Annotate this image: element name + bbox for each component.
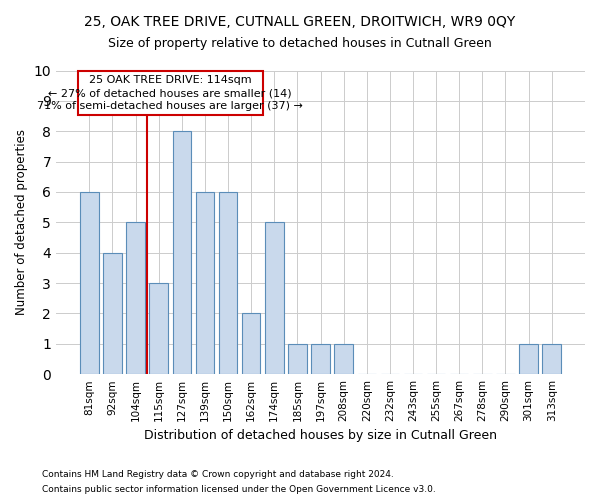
FancyBboxPatch shape — [78, 70, 263, 115]
Bar — [520, 344, 538, 374]
X-axis label: Distribution of detached houses by size in Cutnall Green: Distribution of detached houses by size … — [144, 430, 497, 442]
Bar — [80, 192, 98, 374]
Text: 71% of semi-detached houses are larger (37) →: 71% of semi-detached houses are larger (… — [37, 101, 303, 111]
Bar — [103, 252, 122, 374]
Text: Size of property relative to detached houses in Cutnall Green: Size of property relative to detached ho… — [108, 38, 492, 51]
Bar — [127, 222, 145, 374]
Bar — [196, 192, 214, 374]
Text: 25 OAK TREE DRIVE: 114sqm: 25 OAK TREE DRIVE: 114sqm — [89, 75, 251, 85]
Text: Contains public sector information licensed under the Open Government Licence v3: Contains public sector information licen… — [42, 485, 436, 494]
Bar — [311, 344, 330, 374]
Text: Contains HM Land Registry data © Crown copyright and database right 2024.: Contains HM Land Registry data © Crown c… — [42, 470, 394, 479]
Text: ← 27% of detached houses are smaller (14): ← 27% of detached houses are smaller (14… — [49, 88, 292, 99]
Bar — [242, 314, 260, 374]
Bar — [149, 283, 168, 374]
Bar — [219, 192, 237, 374]
Bar — [288, 344, 307, 374]
Text: 25, OAK TREE DRIVE, CUTNALL GREEN, DROITWICH, WR9 0QY: 25, OAK TREE DRIVE, CUTNALL GREEN, DROIT… — [85, 15, 515, 29]
Bar — [173, 131, 191, 374]
Bar — [542, 344, 561, 374]
Bar — [265, 222, 284, 374]
Bar — [334, 344, 353, 374]
Y-axis label: Number of detached properties: Number of detached properties — [15, 130, 28, 316]
